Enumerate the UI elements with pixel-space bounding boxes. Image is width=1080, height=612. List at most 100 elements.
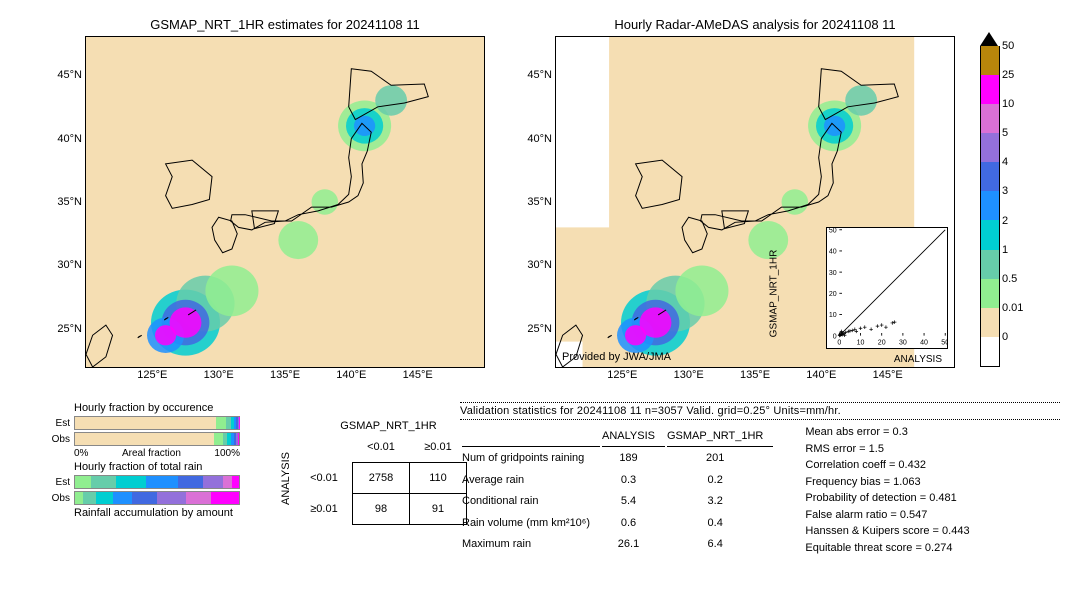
contingency-table: GSMAP_NRT_1HR ANALYSIS <0.01≥0.01<0.012758…: [280, 420, 467, 525]
colorbar-tick: 0.5: [1002, 273, 1017, 285]
map-right-credit: Provided by JWA/JMA: [562, 351, 671, 363]
mini-bars: Hourly fraction by occurenceEstObs0%Area…: [40, 400, 240, 521]
mini-bar-row: Obs: [40, 432, 240, 446]
colorbar-tick: 1: [1002, 244, 1008, 256]
stats-cell: Conditional rain: [462, 492, 600, 511]
mini-bar-seg: [75, 433, 214, 445]
ct-row-title: ANALYSIS: [280, 452, 292, 505]
stat-row: Probability of detection = 0.481: [805, 490, 969, 507]
stats-table: ANALYSISGSMAP_NRT_1HRNum of gridpoints r…: [460, 424, 775, 556]
y-tick: 25°N: [527, 323, 556, 335]
colorbar-tick: 4: [1002, 156, 1008, 168]
stat-row: Equitable threat score = 0.274: [805, 540, 969, 557]
y-tick: 35°N: [57, 196, 86, 208]
colorbar-tick: 25: [1002, 69, 1014, 81]
mini-bar-label: Est: [40, 418, 74, 429]
map-left: GSMAP_NRT_1HR estimates for 20241108 11 …: [85, 36, 485, 368]
stat-row: Frequency bias = 1.063: [805, 474, 969, 491]
scatter-plot: 0010102020303040405050: [827, 228, 947, 348]
x-tick: 135°E: [740, 367, 770, 381]
stat-row: Mean abs error = 0.3: [805, 424, 969, 441]
svg-text:50: 50: [829, 228, 837, 234]
map-left-title: GSMAP_NRT_1HR estimates for 20241108 11: [86, 17, 484, 32]
mini-bar-row: Est: [40, 475, 240, 489]
x-tick: 140°E: [806, 367, 836, 381]
colorbar-segment: [980, 220, 1000, 249]
ct-table: <0.01≥0.01<0.012758110≥0.019891: [296, 432, 467, 525]
x-tick: 125°E: [607, 367, 637, 381]
mini-bar-track: [74, 491, 240, 505]
mini-bar-seg: [96, 492, 112, 504]
mini-bar-axis: 0%Areal fraction100%: [74, 448, 240, 459]
stats-cell: Maximum rain: [462, 534, 600, 554]
colorbar-tick: 0.01: [1002, 302, 1023, 314]
x-tick: 135°E: [270, 367, 300, 381]
x-tick: 145°E: [873, 367, 903, 381]
mini-bar-seg: [116, 476, 146, 488]
svg-text:40: 40: [920, 339, 928, 346]
y-tick: 40°N: [57, 133, 86, 145]
mini-bar-seg: [157, 492, 187, 504]
stats-col: GSMAP_NRT_1HR: [667, 426, 773, 447]
mini-bar-seg: [178, 476, 203, 488]
svg-text:40: 40: [829, 249, 837, 256]
colorbar-arrow: [980, 32, 998, 46]
stats-cell: 0.4: [667, 513, 773, 532]
colorbar-tick: 3: [1002, 185, 1008, 197]
x-tick: 145°E: [403, 367, 433, 381]
mini-bar-seg: [223, 476, 233, 488]
mini-bar-seg: [238, 433, 239, 445]
svg-text:0: 0: [837, 339, 841, 346]
stat-row: False alarm ratio = 0.547: [805, 507, 969, 524]
svg-text:20: 20: [878, 339, 886, 346]
stat-row: RMS error = 1.5: [805, 441, 969, 458]
svg-text:30: 30: [829, 270, 837, 277]
y-tick: 45°N: [527, 69, 556, 81]
colorbar-segment: [980, 191, 1000, 220]
svg-text:10: 10: [829, 312, 837, 319]
scatter-inset: 0010102020303040405050: [826, 227, 948, 349]
mini-bar-row: Obs: [40, 491, 240, 505]
svg-text:50: 50: [941, 339, 947, 346]
mini-bar-seg: [132, 492, 157, 504]
mini-bar-seg: [75, 492, 83, 504]
x-tick: 140°E: [336, 367, 366, 381]
colorbar-tick: 0: [1002, 331, 1008, 343]
stats-col: [462, 426, 600, 447]
colorbar-segment: [980, 104, 1000, 133]
mini-bar-track: [74, 432, 240, 446]
colorbar-segment: [980, 250, 1000, 279]
stats-cell: 0.6: [602, 513, 665, 532]
x-tick: 130°E: [674, 367, 704, 381]
stats-cell: Num of gridpoints raining: [462, 449, 600, 468]
validation-panel: Validation statistics for 20241108 11 n=…: [460, 402, 1060, 556]
mini-bar-seg: [211, 492, 239, 504]
colorbar-tick: 10: [1002, 98, 1014, 110]
stats-cell: 0.3: [602, 470, 665, 489]
mini-bar-seg: [216, 417, 226, 429]
colorbar-segment: [980, 133, 1000, 162]
y-tick: 30°N: [527, 259, 556, 271]
colorbar-segment: [980, 308, 1000, 337]
stat-row: Hanssen & Kuipers score = 0.443: [805, 523, 969, 540]
ct-col-title: GSMAP_NRT_1HR: [310, 420, 467, 432]
y-tick: 30°N: [57, 259, 86, 271]
map-right-title: Hourly Radar-AMeDAS analysis for 2024110…: [556, 17, 954, 32]
y-tick: 40°N: [527, 133, 556, 145]
stats-cell: 0.2: [667, 470, 773, 489]
mini-bar-row: Est: [40, 416, 240, 430]
colorbar-segment: [980, 75, 1000, 104]
mini-bar-label: Est: [40, 477, 74, 488]
colorbar-tick: 5: [1002, 127, 1008, 139]
mini-bar-label: Obs: [40, 493, 74, 504]
section-title: Hourly fraction of total rain: [74, 461, 240, 473]
y-tick: 35°N: [527, 196, 556, 208]
mini-bar-seg: [203, 476, 223, 488]
mini-bar-track: [74, 416, 240, 430]
mini-bar-seg: [91, 476, 116, 488]
svg-text:0: 0: [833, 333, 837, 340]
stat-row: Correlation coeff = 0.432: [805, 457, 969, 474]
mini-bar-seg: [113, 492, 133, 504]
svg-text:30: 30: [899, 339, 907, 346]
mini-bar-seg: [75, 476, 91, 488]
